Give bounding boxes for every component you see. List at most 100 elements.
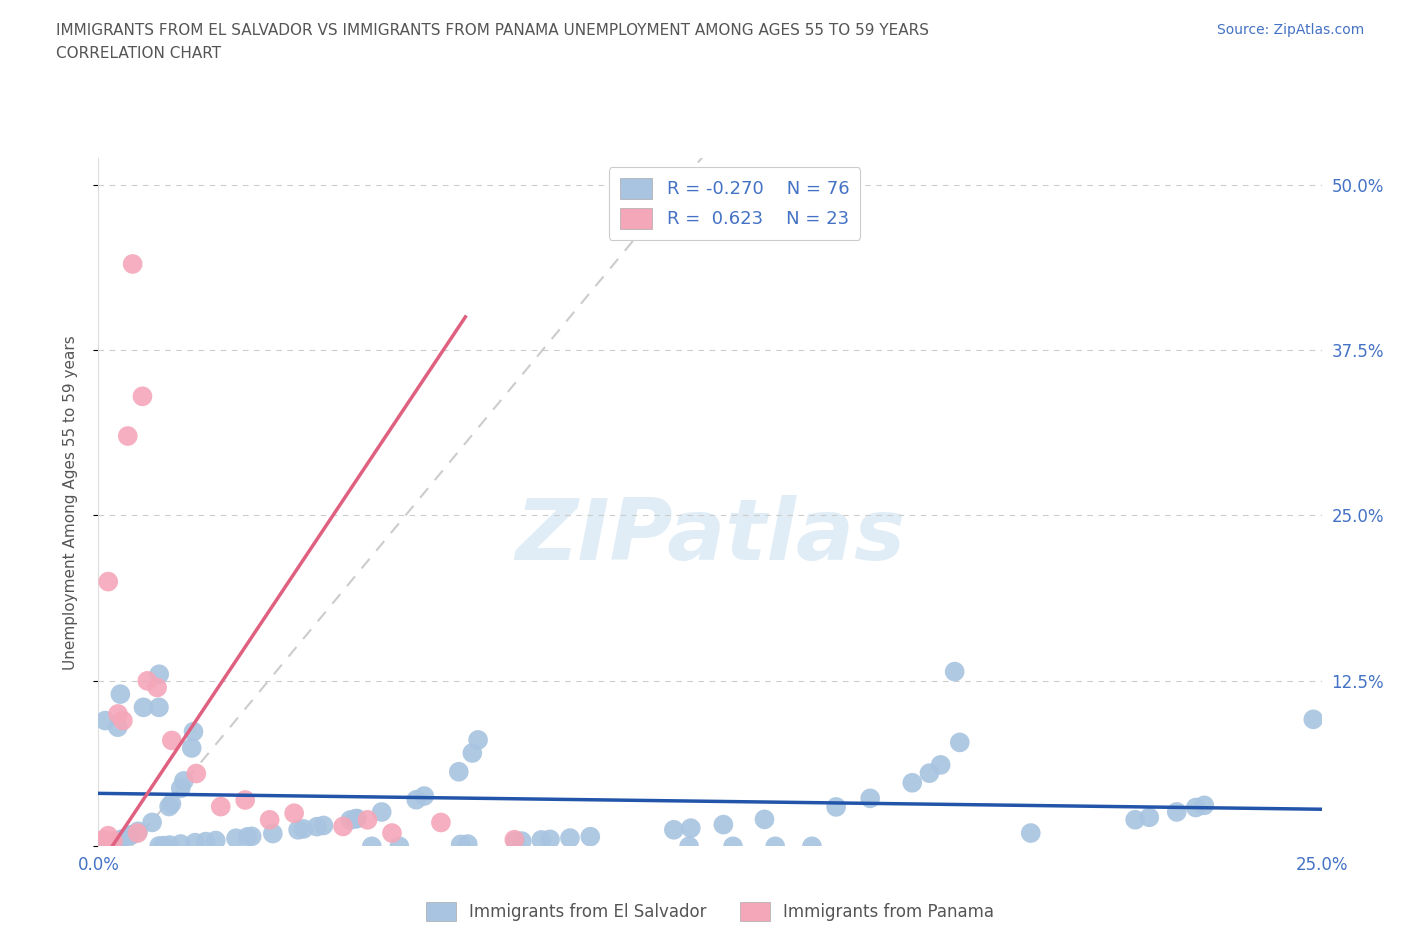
Text: IMMIGRANTS FROM EL SALVADOR VS IMMIGRANTS FROM PANAMA UNEMPLOYMENT AMONG AGES 55: IMMIGRANTS FROM EL SALVADOR VS IMMIGRANT…	[56, 23, 929, 38]
Point	[97, 837, 120, 852]
Point	[107, 707, 129, 722]
Point	[141, 815, 163, 830]
Point	[283, 805, 305, 820]
Point	[91, 832, 114, 847]
Point	[97, 574, 120, 589]
Point	[721, 839, 744, 854]
Point	[305, 819, 328, 834]
Point	[148, 667, 170, 682]
Point	[157, 799, 180, 814]
Point	[332, 819, 354, 834]
Point	[160, 733, 183, 748]
Point	[312, 818, 335, 833]
Point	[339, 813, 361, 828]
Point	[117, 429, 139, 444]
Text: CORRELATION CHART: CORRELATION CHART	[56, 46, 221, 61]
Point	[146, 680, 169, 695]
Point	[204, 833, 226, 848]
Point	[381, 826, 404, 841]
Point	[356, 813, 378, 828]
Point	[131, 389, 153, 404]
Point	[711, 817, 734, 832]
Point	[825, 800, 848, 815]
Point	[194, 834, 217, 849]
Point	[120, 828, 142, 843]
Point	[1194, 798, 1216, 813]
Point	[344, 811, 367, 826]
Point	[679, 820, 702, 835]
Point	[152, 838, 174, 853]
Point	[287, 822, 309, 837]
Point	[530, 832, 553, 847]
Point	[943, 664, 966, 679]
Point	[505, 834, 527, 849]
Point	[346, 811, 368, 826]
Text: Source: ZipAtlas.com: Source: ZipAtlas.com	[1216, 23, 1364, 37]
Point	[754, 812, 776, 827]
Point	[1185, 800, 1208, 815]
Point	[209, 799, 232, 814]
Point	[457, 837, 479, 852]
Point	[918, 765, 941, 780]
Y-axis label: Unemployment Among Ages 55 to 59 years: Unemployment Among Ages 55 to 59 years	[63, 335, 77, 670]
Point	[121, 257, 143, 272]
Point	[97, 829, 120, 844]
Point	[503, 832, 526, 847]
Point	[101, 833, 124, 848]
Point	[121, 828, 143, 843]
Point	[800, 839, 823, 854]
Point	[262, 826, 284, 841]
Point	[763, 839, 786, 854]
Point	[388, 839, 411, 854]
Point	[579, 830, 602, 844]
Point	[360, 839, 382, 854]
Point	[127, 824, 149, 839]
Point	[136, 673, 159, 688]
Point	[183, 724, 205, 739]
Point	[259, 813, 281, 828]
Point	[160, 796, 183, 811]
Point	[859, 790, 882, 805]
Point	[184, 835, 207, 850]
Point	[450, 837, 472, 852]
Point	[112, 831, 135, 846]
Point	[370, 804, 392, 819]
Point	[901, 776, 924, 790]
Point	[236, 830, 259, 844]
Point	[1302, 711, 1324, 726]
Point	[929, 757, 952, 772]
Point	[678, 839, 700, 854]
Point	[127, 826, 149, 841]
Legend: Immigrants from El Salvador, Immigrants from Panama: Immigrants from El Salvador, Immigrants …	[419, 895, 1001, 927]
Point	[170, 837, 193, 852]
Point	[107, 833, 129, 848]
Point	[148, 700, 170, 715]
Point	[110, 686, 132, 701]
Point	[413, 789, 436, 804]
Point	[949, 735, 972, 750]
Point	[170, 781, 193, 796]
Point	[461, 746, 484, 761]
Point	[1137, 810, 1160, 825]
Point	[292, 821, 315, 836]
Point	[173, 774, 195, 789]
Point	[186, 766, 208, 781]
Point	[111, 713, 134, 728]
Point	[430, 815, 453, 830]
Point	[240, 829, 263, 844]
Point	[1019, 826, 1042, 841]
Point	[94, 713, 117, 728]
Point	[225, 830, 247, 845]
Point	[110, 832, 132, 847]
Point	[233, 792, 256, 807]
Point	[405, 792, 427, 807]
Point	[1123, 812, 1146, 827]
Point	[1166, 804, 1188, 819]
Point	[538, 832, 561, 847]
Point	[662, 822, 685, 837]
Text: ZIPatlas: ZIPatlas	[515, 495, 905, 578]
Point	[148, 839, 170, 854]
Point	[510, 833, 533, 848]
Point	[558, 830, 581, 845]
Point	[447, 764, 470, 779]
